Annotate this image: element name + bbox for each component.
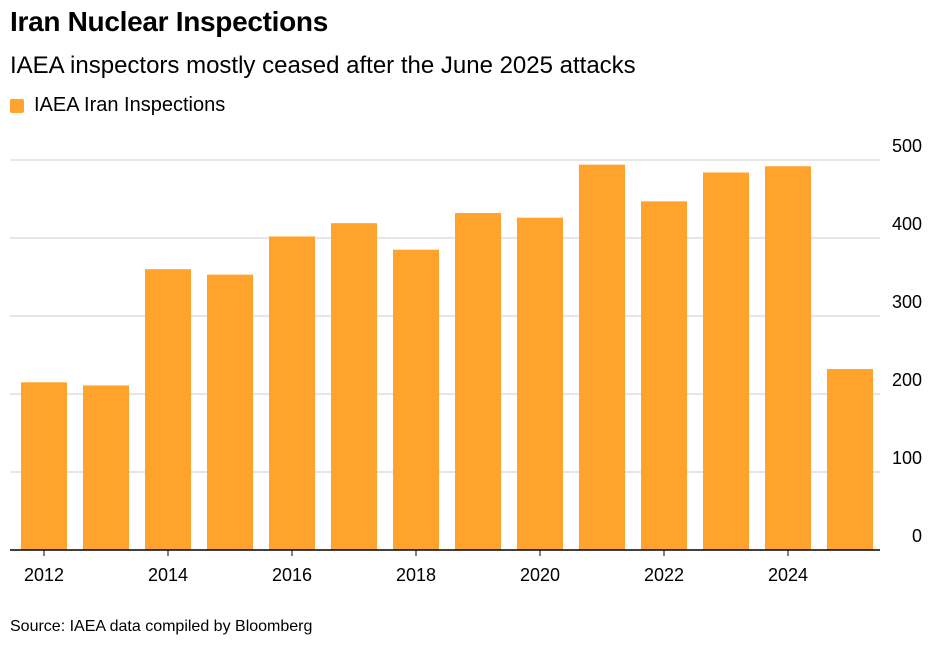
bar-2020 xyxy=(517,217,563,550)
bar-2025 xyxy=(827,369,873,550)
bar-2015 xyxy=(207,274,253,550)
bar-2016 xyxy=(269,236,315,550)
bar-2024 xyxy=(765,166,811,551)
bar-2017 xyxy=(331,223,377,550)
y-axis-ticks: 0 100 200 300 400 500 xyxy=(892,136,922,546)
x-tick-label-2014: 2014 xyxy=(148,565,188,585)
y-tick-label-0: 0 xyxy=(912,526,922,546)
bar-2023 xyxy=(703,172,749,551)
legend-swatch xyxy=(10,98,24,113)
x-tick-label-2016: 2016 xyxy=(272,565,312,585)
x-tick-label-2012: 2012 xyxy=(24,565,64,585)
bar-2019 xyxy=(455,213,501,551)
legend-label: IAEA Iran Inspections xyxy=(34,94,226,116)
x-tick-label-2024: 2024 xyxy=(768,565,808,585)
bar-2013 xyxy=(83,385,129,550)
y-tick-label-100: 100 xyxy=(892,448,922,468)
bar-2022 xyxy=(641,201,687,550)
bar-2018 xyxy=(393,249,439,550)
x-tick-label-2018: 2018 xyxy=(396,565,436,585)
y-tick-label-400: 400 xyxy=(892,214,922,234)
y-tick-label-500: 500 xyxy=(892,136,922,156)
x-axis-ticks: 2012 2014 2016 2018 2020 2022 2024 xyxy=(24,550,808,585)
x-tick-label-2022: 2022 xyxy=(644,565,684,585)
bars xyxy=(21,164,873,551)
bar-2021 xyxy=(579,164,625,550)
y-tick-label-300: 300 xyxy=(892,292,922,312)
x-tick-label-2020: 2020 xyxy=(520,565,560,585)
y-tick-label-200: 200 xyxy=(892,370,922,390)
source-note: Source: IAEA data compiled by Bloomberg xyxy=(10,618,313,635)
bar-2012 xyxy=(21,382,67,550)
chart-subtitle: IAEA inspectors mostly ceased after the … xyxy=(10,52,636,79)
chart-title: Iran Nuclear Inspections xyxy=(10,6,329,37)
gridlines xyxy=(10,159,880,473)
legend: IAEA Iran Inspections xyxy=(10,94,225,117)
bar-2014 xyxy=(145,269,191,550)
